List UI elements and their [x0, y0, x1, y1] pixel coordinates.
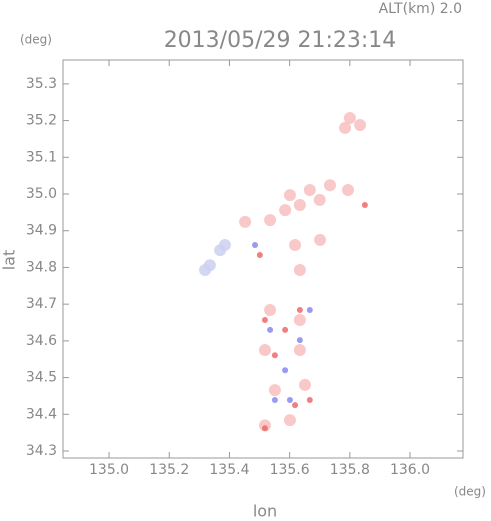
echo-point: [342, 183, 355, 196]
y-tick-label: 34.7: [26, 296, 57, 312]
x-axis-label: lon: [253, 502, 277, 521]
echo-point: [323, 179, 336, 192]
y-unit: (deg): [20, 33, 52, 47]
echo-point: [303, 183, 316, 196]
echo-point: [252, 242, 259, 249]
x-tick-label: 135.4: [209, 462, 249, 478]
echo-point: [343, 112, 356, 125]
echo-point: [296, 307, 303, 314]
echo-point: [354, 118, 367, 131]
echo-point: [306, 396, 313, 403]
echo-point: [261, 316, 268, 323]
echo-point: [239, 215, 252, 228]
echo-point: [283, 189, 296, 202]
y-tick-label: 35.0: [26, 186, 57, 202]
y-tick-label: 34.5: [26, 370, 57, 386]
plot-frame: [62, 59, 464, 459]
x-tick-label: 135.6: [270, 462, 310, 478]
echo-point: [267, 326, 274, 333]
y-tick-label: 34.9: [26, 223, 57, 239]
echo-point: [306, 307, 313, 314]
echo-point: [283, 414, 296, 427]
y-tick-label: 34.4: [26, 406, 57, 422]
echo-point: [218, 239, 231, 252]
echo-point: [313, 193, 326, 206]
x-tick-label: 135.2: [149, 462, 189, 478]
y-tick-label: 35.3: [26, 76, 57, 92]
echo-point: [296, 337, 303, 344]
echo-point: [261, 425, 268, 432]
altitude-label: ALT(km) 2.0: [379, 1, 462, 17]
echo-point: [282, 367, 289, 374]
echo-point: [282, 326, 289, 333]
echo-point: [199, 264, 212, 277]
x-unit: (deg): [454, 485, 486, 499]
echo-point: [289, 239, 302, 252]
y-tick-label: 35.2: [26, 113, 57, 129]
x-tick-label: 135.0: [89, 462, 129, 478]
echo-point: [293, 264, 306, 277]
echo-point: [268, 384, 281, 397]
chart-title: 2013/05/29 21:23:14: [164, 28, 397, 53]
echo-point: [286, 396, 293, 403]
y-tick-label: 34.8: [26, 259, 57, 275]
echo-point: [298, 378, 311, 391]
x-tick-label: 135.8: [330, 462, 370, 478]
echo-point: [279, 204, 292, 217]
echo-point: [293, 313, 306, 326]
echo-point: [293, 199, 306, 212]
echo-point: [314, 233, 327, 246]
y-axis-label: lat: [0, 250, 19, 271]
x-tick-label: 136.0: [390, 462, 430, 478]
echo-point: [339, 121, 352, 134]
echo-point: [292, 402, 299, 409]
echo-point: [271, 396, 278, 403]
echo-point: [258, 344, 271, 357]
echo-point: [293, 344, 306, 357]
echo-point: [264, 304, 277, 317]
y-tick-label: 34.6: [26, 333, 57, 349]
echo-point: [264, 214, 277, 227]
echo-point: [256, 251, 263, 258]
echo-point: [271, 352, 278, 359]
echo-point: [361, 202, 368, 209]
y-tick-label: 34.3: [26, 443, 57, 459]
y-tick-label: 35.1: [26, 149, 57, 165]
